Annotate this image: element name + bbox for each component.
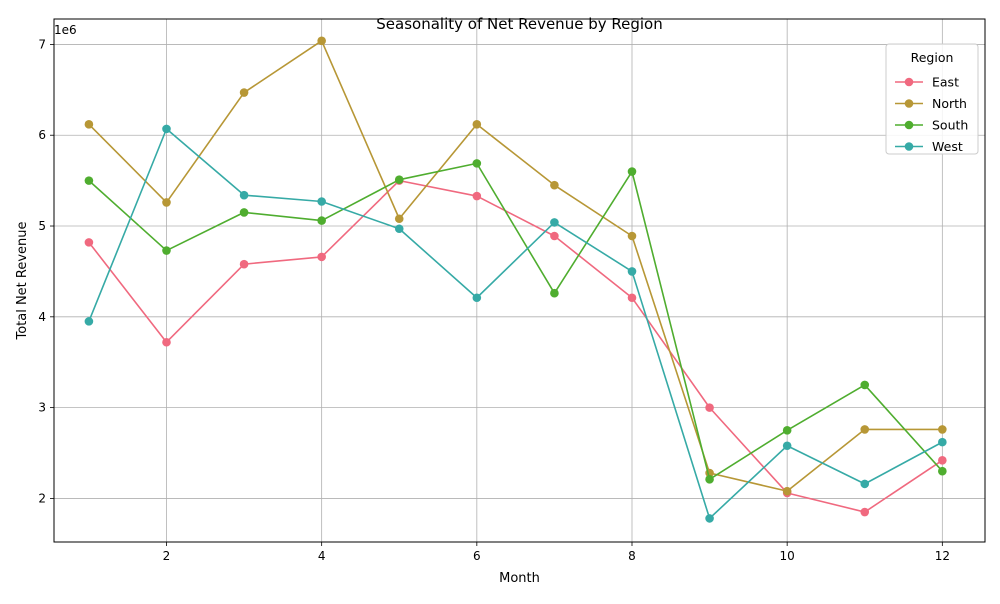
data-point-east bbox=[162, 337, 171, 347]
data-point-west bbox=[705, 514, 714, 523]
data-point-south bbox=[162, 246, 171, 255]
series-line-south bbox=[88, 162, 943, 481]
plot-frame bbox=[53, 18, 986, 543]
y-tick-label: 2 bbox=[38, 491, 46, 505]
legend: Region East North South West bbox=[885, 43, 979, 155]
data-point-north bbox=[162, 198, 171, 207]
data-point-west bbox=[860, 479, 870, 489]
data-point-south bbox=[84, 176, 94, 185]
data-point-west bbox=[84, 317, 94, 326]
x-tick-label: 10 bbox=[780, 549, 795, 563]
legend-label-north: North bbox=[932, 96, 967, 111]
data-point-north bbox=[84, 120, 94, 129]
data-point-south bbox=[394, 175, 404, 185]
data-point-east bbox=[860, 507, 870, 517]
data-point-west bbox=[550, 218, 559, 227]
data-point-north bbox=[782, 486, 792, 496]
y-tick-label: 5 bbox=[38, 219, 46, 233]
data-point-west bbox=[627, 267, 637, 276]
data-point-north bbox=[317, 36, 326, 46]
data-point-west bbox=[394, 224, 404, 234]
data-point-south bbox=[550, 288, 559, 298]
legend-label-west: West bbox=[932, 139, 963, 154]
data-point-east bbox=[705, 403, 714, 412]
data-point-north bbox=[550, 180, 559, 190]
x-tick-label: 8 bbox=[628, 549, 636, 563]
series-line-north bbox=[88, 39, 943, 492]
data-point-east bbox=[239, 259, 249, 269]
data-point-east bbox=[317, 252, 326, 262]
data-point-south bbox=[938, 466, 947, 476]
y-tick-label: 4 bbox=[38, 310, 46, 324]
data-point-north bbox=[394, 214, 404, 224]
series-line-east bbox=[88, 179, 943, 513]
legend-marker-east bbox=[904, 77, 914, 87]
data-point-south bbox=[705, 475, 714, 484]
data-point-south bbox=[239, 208, 249, 217]
data-point-west bbox=[239, 190, 249, 200]
legend-marker-south bbox=[904, 120, 914, 130]
y-tick-label: 6 bbox=[38, 128, 46, 142]
data-point-north bbox=[472, 120, 482, 129]
data-point-west bbox=[472, 293, 482, 303]
data-point-south bbox=[317, 216, 326, 225]
data-point-south bbox=[627, 167, 637, 176]
data-point-south bbox=[860, 380, 870, 390]
data-point-south bbox=[782, 426, 792, 435]
data-point-west bbox=[162, 124, 171, 134]
data-point-east bbox=[938, 455, 947, 465]
x-tick-label: 4 bbox=[318, 549, 326, 563]
legend-label-south: South bbox=[932, 118, 968, 133]
y-multiplier-label: 1e6 bbox=[54, 23, 77, 37]
x-tick-label: 12 bbox=[935, 549, 950, 563]
y-tick-label: 7 bbox=[38, 37, 46, 51]
data-point-west bbox=[782, 441, 792, 451]
data-point-east bbox=[84, 238, 94, 247]
data-point-west bbox=[938, 437, 947, 447]
data-point-west bbox=[317, 197, 326, 206]
legend-label-east: East bbox=[932, 75, 959, 90]
chart-title: Seasonality of Net Revenue by Region bbox=[376, 15, 662, 33]
y-tick-label: 3 bbox=[38, 401, 46, 415]
legend-marker-west bbox=[904, 142, 914, 151]
x-tick-label: 2 bbox=[163, 549, 171, 563]
data-point-north bbox=[627, 231, 637, 241]
data-point-east bbox=[550, 231, 559, 241]
legend-title: Region bbox=[911, 50, 954, 65]
x-tick-label: 6 bbox=[473, 549, 481, 563]
data-point-east bbox=[627, 293, 637, 303]
data-point-north bbox=[860, 425, 870, 434]
legend-marker-north bbox=[904, 99, 914, 108]
series-line-west bbox=[88, 128, 943, 520]
data-point-south bbox=[472, 159, 482, 168]
data-point-north bbox=[239, 88, 249, 97]
y-axis-title: Total Net Revenue bbox=[15, 221, 30, 340]
x-axis-title: Month bbox=[499, 571, 540, 586]
data-point-north bbox=[938, 425, 947, 434]
data-point-east bbox=[472, 191, 482, 201]
